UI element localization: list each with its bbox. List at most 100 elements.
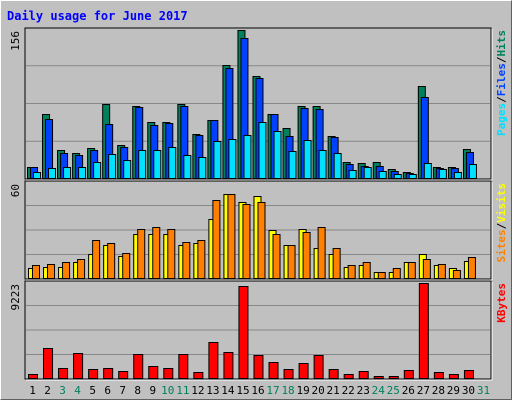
sites-bar [167, 229, 176, 279]
pages-bar [363, 167, 372, 179]
kbytes-bar [238, 286, 249, 379]
pages-bar [333, 153, 342, 179]
legend-entry: KBytes [495, 283, 508, 323]
sites-bar [47, 264, 56, 279]
x-tick-label: 19 [296, 384, 309, 397]
sites-bar [197, 240, 206, 279]
kbytes-bar [148, 366, 159, 379]
x-tick-label: 30 [462, 384, 475, 397]
x-tick-label: 28 [432, 384, 445, 397]
kbytes-bar [433, 372, 444, 379]
pages-bar [273, 131, 282, 179]
legend-entry: Files [495, 63, 508, 96]
pages-bar [468, 164, 477, 179]
x-tick-label: 5 [89, 384, 96, 397]
kbytes-bar [43, 348, 54, 379]
sites-bar [437, 264, 446, 279]
x-tick-label: 12 [191, 384, 204, 397]
kbytes-bar [28, 374, 38, 379]
sites-bar [377, 272, 386, 279]
pages-bar [123, 160, 132, 179]
x-tick-label: 22 [342, 384, 355, 397]
x-tick-label: 11 [176, 384, 189, 397]
sites-bar [452, 270, 461, 279]
sites-bar [242, 204, 251, 279]
x-tick-label: 9 [149, 384, 156, 397]
pages-bar [33, 172, 41, 179]
x-tick-label: 2 [44, 384, 51, 397]
sites-bar [467, 257, 476, 279]
kbytes-bar [373, 376, 384, 379]
x-tick-label: 7 [119, 384, 126, 397]
x-tick-label: 31 [477, 384, 490, 397]
sites-bar [227, 194, 236, 279]
pages-bar [408, 174, 417, 179]
x-tick-label: 6 [104, 384, 111, 397]
sites-bar [62, 262, 71, 279]
pages-bar [108, 154, 117, 179]
sites-bar [137, 229, 146, 279]
x-tick-label: 16 [251, 384, 264, 397]
pages-bar [183, 155, 192, 179]
kbytes-bar [343, 374, 354, 379]
pages-bar [258, 122, 267, 179]
pages-bar [423, 163, 432, 179]
x-tick-label: 29 [447, 384, 460, 397]
sites-bar [407, 262, 416, 279]
sites-bar [287, 245, 296, 279]
pages-bar [438, 169, 447, 179]
pages-bar [78, 167, 87, 179]
sites-bar [122, 253, 131, 279]
kbytes-bar [208, 342, 219, 379]
sites-bar [317, 227, 326, 279]
sites-bar [392, 268, 401, 279]
pages-bar [288, 151, 297, 179]
x-tick-label: 21 [327, 384, 340, 397]
kbytes-bar [283, 369, 294, 379]
kbytes-bar [448, 374, 459, 379]
kbytes-bar [463, 370, 474, 379]
kbytes-bar [328, 369, 339, 379]
kbytes-bar [118, 371, 129, 379]
sites-bar [152, 227, 161, 279]
kbytes-bar [253, 355, 264, 379]
legend-entry: / [495, 222, 508, 229]
pages-bar [198, 157, 207, 179]
x-tick-label: 17 [266, 384, 279, 397]
x-tick-label: 15 [236, 384, 249, 397]
pages-bar [93, 162, 102, 179]
y-max-label-top: 156 [9, 31, 22, 51]
x-tick-label: 18 [281, 384, 294, 397]
pages-bar [138, 150, 147, 179]
sites-bar [362, 262, 371, 279]
sites-bar [77, 259, 86, 279]
kbytes-bar [178, 354, 189, 379]
kbytes-bar [298, 363, 309, 379]
pages-bar [348, 170, 357, 179]
kbytes-bar [223, 352, 234, 379]
kbytes-bar [403, 370, 414, 379]
kbytes-bar [58, 368, 69, 379]
pages-bar [378, 171, 387, 179]
y-max-label-middle: 60 [9, 184, 22, 197]
chart-title: Daily usage for June 2017 [7, 9, 188, 23]
legend-entry: Hits [495, 30, 508, 57]
legend-entry: Pages [495, 103, 508, 136]
legend-bottom: KBytes [495, 283, 508, 323]
kbytes-bar [388, 376, 399, 379]
sites-bar [92, 240, 101, 279]
kbytes-bar [133, 354, 144, 379]
kbytes-bar [313, 355, 324, 379]
x-tick-label: 1 [29, 384, 36, 397]
kbytes-bar [163, 368, 174, 379]
legend-entry: Sites [495, 229, 508, 262]
x-tick-label: 13 [206, 384, 219, 397]
pages-bar [228, 139, 237, 179]
x-tick-label: 14 [221, 384, 235, 397]
y-max-label-bottom: 9223 [9, 284, 22, 311]
sites-bar [422, 259, 431, 279]
legend-entry: / [495, 96, 508, 103]
pages-bar [393, 174, 402, 179]
